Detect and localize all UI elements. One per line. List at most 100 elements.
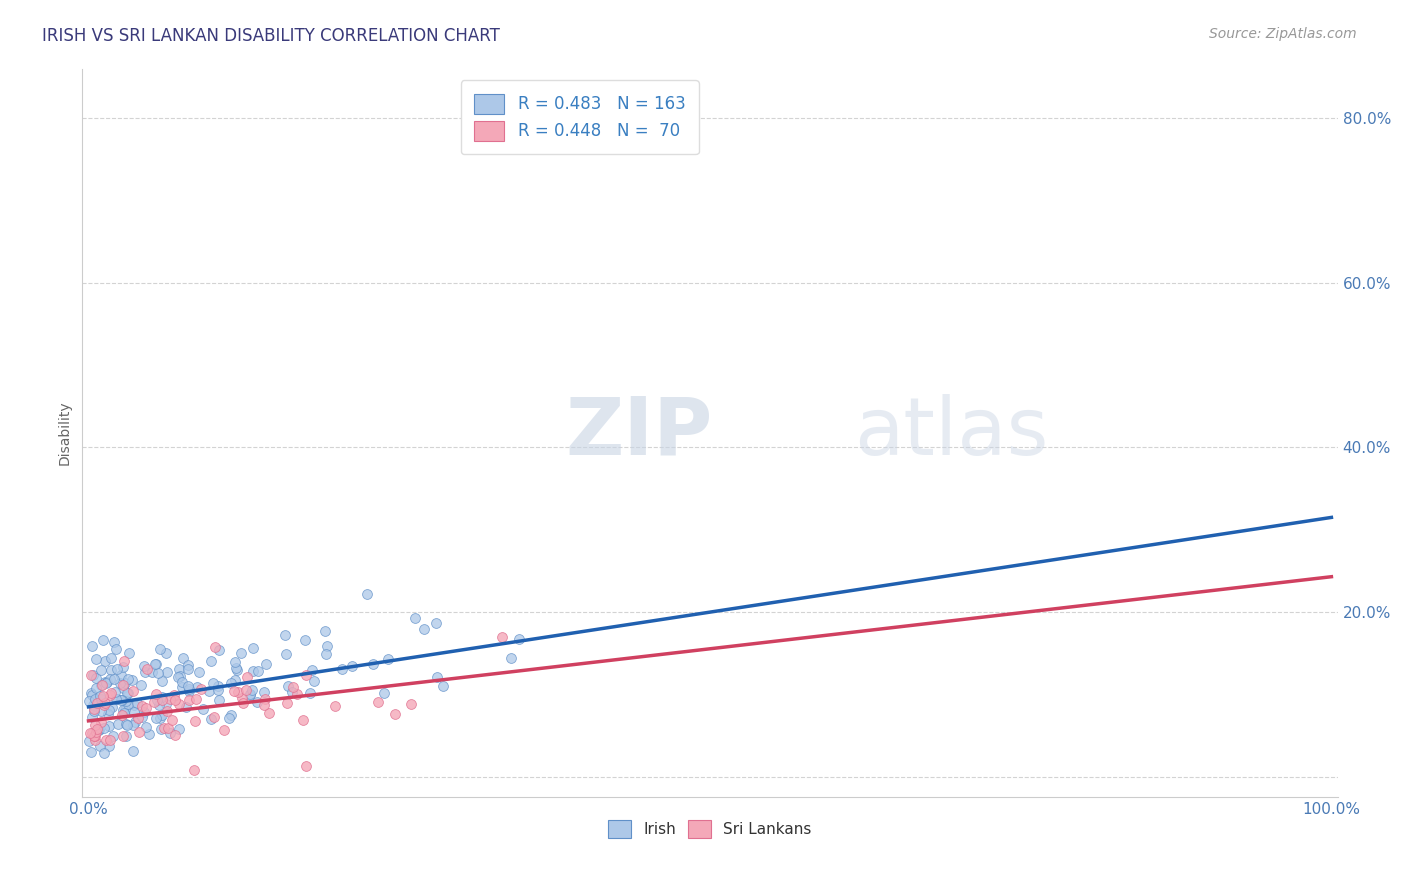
Point (100, 686, 122, 700)
Point (138, 727, 160, 741)
Point (155, 697, 177, 711)
Point (114, 693, 136, 707)
Point (150, 690, 173, 704)
Point (77, 733, 100, 747)
Point (93, 746, 115, 760)
Point (121, 673, 143, 688)
Point (432, 679, 454, 693)
Point (129, 678, 152, 692)
Point (508, 632, 530, 646)
Point (135, 720, 157, 734)
Point (77, 694, 100, 708)
Point (254, 657, 277, 671)
Point (183, 763, 205, 777)
Point (330, 662, 353, 676)
Point (110, 708, 132, 723)
Point (84, 725, 107, 739)
Point (222, 684, 245, 698)
Point (132, 659, 155, 673)
Point (98, 739, 121, 754)
Point (166, 670, 188, 684)
Point (127, 696, 149, 710)
Point (114, 703, 136, 717)
Point (491, 631, 513, 645)
Point (97, 719, 120, 733)
Point (198, 684, 221, 698)
Point (242, 664, 264, 678)
Point (184, 691, 207, 706)
Point (111, 660, 134, 674)
Point (177, 679, 200, 693)
Point (170, 675, 193, 690)
Point (315, 647, 337, 661)
Point (122, 698, 145, 713)
Point (91, 689, 114, 703)
Point (295, 758, 318, 772)
Point (101, 700, 124, 714)
Point (121, 717, 143, 731)
Point (105, 692, 128, 706)
Point (254, 692, 277, 706)
Point (110, 693, 132, 707)
Point (115, 686, 138, 700)
Point (143, 657, 166, 671)
Point (219, 676, 242, 690)
Point (82, 668, 104, 682)
Point (356, 587, 378, 601)
Point (159, 725, 181, 739)
Point (97, 703, 120, 717)
Point (83, 702, 105, 716)
Point (163, 728, 186, 742)
Text: ZIP: ZIP (565, 394, 713, 472)
Point (169, 662, 191, 676)
Point (96, 675, 118, 690)
Point (377, 652, 399, 666)
Point (105, 641, 128, 656)
Point (80, 689, 103, 703)
Point (160, 713, 183, 727)
Point (94, 654, 117, 668)
Point (399, 697, 422, 711)
Point (404, 610, 426, 624)
Point (83, 729, 105, 743)
Point (224, 655, 246, 669)
Point (122, 706, 145, 720)
Point (90, 663, 112, 677)
Point (84, 681, 107, 695)
Point (156, 665, 179, 680)
Point (104, 692, 127, 706)
Point (107, 717, 129, 731)
Y-axis label: Disability: Disability (58, 401, 72, 466)
Point (291, 713, 314, 727)
Point (188, 665, 211, 680)
Point (285, 687, 308, 701)
Text: Source: ZipAtlas.com: Source: ZipAtlas.com (1209, 27, 1357, 41)
Point (277, 679, 299, 693)
Point (253, 698, 276, 712)
Point (90, 692, 112, 706)
Point (80, 745, 103, 759)
Point (299, 686, 322, 700)
Point (156, 704, 179, 718)
Point (117, 698, 139, 712)
Point (83, 704, 105, 718)
Point (240, 683, 263, 698)
Point (245, 695, 267, 709)
Point (145, 687, 167, 701)
Point (136, 662, 159, 676)
Point (84, 672, 107, 686)
Point (159, 691, 181, 706)
Point (127, 711, 149, 725)
Point (90, 704, 112, 718)
Point (225, 661, 247, 675)
Point (89, 739, 111, 754)
Point (301, 663, 323, 677)
Point (111, 678, 134, 692)
Point (150, 722, 173, 736)
Point (148, 698, 170, 712)
Point (111, 703, 134, 717)
Point (302, 673, 325, 688)
Point (169, 669, 191, 683)
Point (179, 693, 201, 707)
Point (98, 689, 121, 703)
